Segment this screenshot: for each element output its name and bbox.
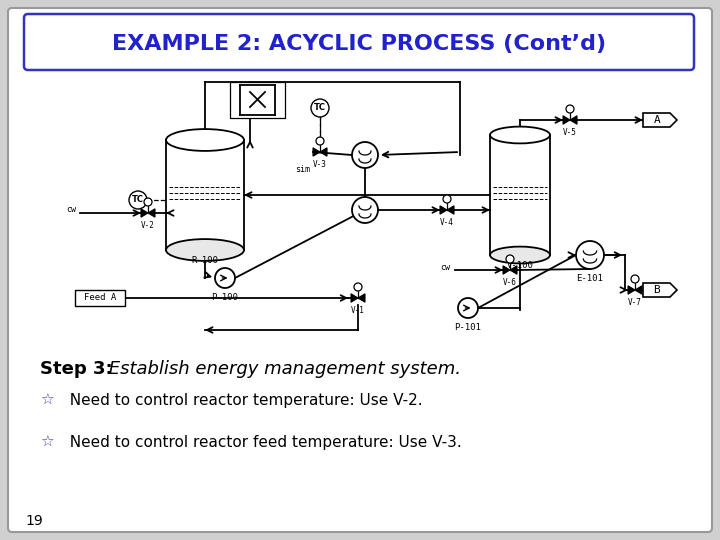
Text: V-2: V-2: [141, 221, 155, 230]
Text: sim: sim: [295, 165, 310, 174]
Text: P-100: P-100: [212, 293, 238, 302]
Circle shape: [576, 241, 604, 269]
Text: Establish energy management system.: Establish energy management system.: [103, 360, 461, 378]
Circle shape: [144, 198, 152, 206]
Bar: [166, 140, 244, 250]
Text: 19: 19: [25, 514, 42, 528]
Polygon shape: [510, 266, 517, 274]
Ellipse shape: [166, 129, 244, 151]
Circle shape: [215, 268, 235, 288]
FancyBboxPatch shape: [8, 8, 712, 532]
Text: E-101: E-101: [577, 274, 603, 283]
Polygon shape: [358, 294, 365, 302]
Text: V-7: V-7: [628, 298, 642, 307]
Circle shape: [311, 99, 329, 117]
Text: TC: TC: [314, 104, 326, 112]
Text: Need to control reactor feed temperature: Use V-3.: Need to control reactor feed temperature…: [60, 435, 462, 450]
Circle shape: [458, 298, 478, 318]
Text: Step 3:: Step 3:: [40, 360, 112, 378]
Polygon shape: [563, 116, 570, 124]
Text: V-5: V-5: [563, 128, 577, 137]
Circle shape: [316, 137, 324, 145]
Text: V-100: V-100: [507, 261, 534, 270]
Polygon shape: [643, 283, 677, 297]
Circle shape: [354, 283, 362, 291]
Text: cw: cw: [66, 206, 76, 214]
Polygon shape: [440, 206, 447, 214]
Text: A: A: [654, 115, 660, 125]
Ellipse shape: [490, 247, 550, 264]
Circle shape: [352, 197, 378, 223]
Polygon shape: [320, 148, 327, 156]
Text: R-100: R-100: [192, 256, 218, 265]
Circle shape: [566, 105, 574, 113]
Polygon shape: [313, 148, 320, 156]
Polygon shape: [628, 286, 635, 294]
Text: cw: cw: [440, 262, 450, 272]
Bar: [75, 290, 125, 306]
Text: TC: TC: [132, 195, 144, 205]
Circle shape: [506, 255, 514, 263]
Text: V-4: V-4: [440, 218, 454, 227]
Circle shape: [443, 195, 451, 203]
Text: ☆: ☆: [40, 393, 53, 408]
Polygon shape: [351, 294, 358, 302]
Text: ☆: ☆: [40, 435, 53, 450]
Polygon shape: [643, 113, 677, 127]
Polygon shape: [148, 209, 155, 217]
Polygon shape: [503, 266, 510, 274]
Ellipse shape: [166, 239, 244, 261]
Circle shape: [631, 275, 639, 283]
Bar: [490, 135, 550, 255]
Polygon shape: [570, 116, 577, 124]
Circle shape: [129, 191, 147, 209]
Text: Need to control reactor temperature: Use V-2.: Need to control reactor temperature: Use…: [60, 393, 423, 408]
Polygon shape: [447, 206, 454, 214]
Text: P-101: P-101: [454, 323, 482, 332]
Circle shape: [352, 142, 378, 168]
Text: V-6: V-6: [503, 278, 517, 287]
Text: B: B: [654, 285, 660, 295]
Text: EXAMPLE 2: ACYCLIC PROCESS (Cont’d): EXAMPLE 2: ACYCLIC PROCESS (Cont’d): [112, 34, 606, 54]
FancyBboxPatch shape: [24, 14, 694, 70]
Text: Feed A: Feed A: [84, 294, 116, 302]
Bar: [230, 82, 285, 118]
Polygon shape: [635, 286, 642, 294]
Ellipse shape: [490, 126, 550, 144]
Text: V-3: V-3: [313, 160, 327, 169]
Text: V-1: V-1: [351, 306, 365, 315]
Polygon shape: [141, 209, 148, 217]
